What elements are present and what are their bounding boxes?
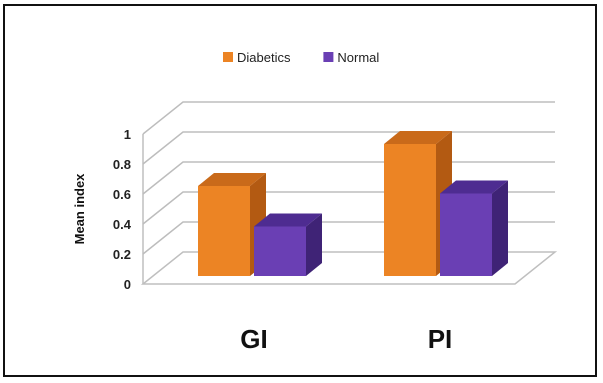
bar-normal-gi (254, 213, 322, 276)
legend-swatch (323, 52, 334, 62)
gridline (142, 101, 555, 135)
y-tick-label: 0.8 (113, 157, 131, 172)
bar-top (440, 180, 508, 194)
bar-front (384, 144, 436, 276)
chart-frame: 0 0.2 0.4 0.6 0.8 1 GI PI Diabetics Normal Mean… (3, 4, 597, 377)
bar-front (254, 226, 306, 276)
y-tick-label: 1 (124, 127, 131, 142)
bars (198, 131, 508, 276)
bar-top (384, 131, 452, 144)
chart: 0 0.2 0.4 0.6 0.8 1 GI PI Diabetics Normal Mean… (72, 50, 558, 354)
bar-normal-pi (440, 180, 508, 276)
gridline (142, 131, 555, 165)
bar-top (254, 213, 322, 227)
y-tick-labels: 0 0.2 0.4 0.6 0.8 1 (113, 127, 132, 292)
legend-swatch (223, 52, 233, 62)
x-category-labels: GI PI (240, 324, 452, 354)
legend-label: Normal (337, 50, 379, 65)
bar-front (440, 193, 492, 276)
y-tick-label: 0.2 (113, 247, 131, 262)
legend-label: Diabetics (237, 50, 291, 65)
legend-item-normal: Normal (323, 50, 379, 65)
y-tick-label: 0.6 (113, 187, 131, 202)
bar-side (306, 213, 322, 276)
y-tick-label: 0.4 (113, 217, 132, 232)
legend: Diabetics Normal (223, 50, 379, 65)
x-category-label: PI (428, 324, 453, 354)
y-tick-label: 0 (124, 277, 131, 292)
bar-front (198, 186, 250, 276)
legend-item-diabetics: Diabetics (223, 50, 291, 65)
y-axis-label: Mean index (72, 173, 87, 245)
x-category-label: GI (240, 324, 267, 354)
bar-side (492, 180, 508, 276)
bar-top (198, 173, 266, 186)
